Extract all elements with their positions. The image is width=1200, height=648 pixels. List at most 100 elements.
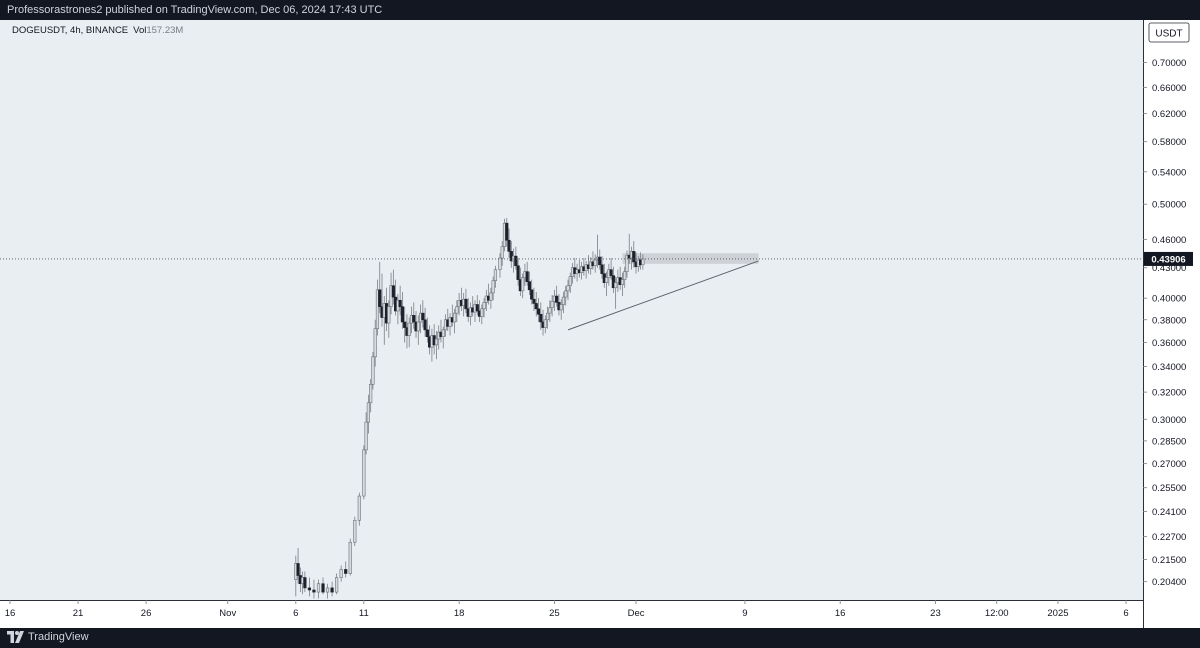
candle-body: [344, 569, 348, 574]
candle-body: [489, 292, 493, 301]
candle-body: [604, 277, 609, 283]
price-tick-label: 0.30000: [1152, 415, 1186, 426]
candle-body: [521, 277, 525, 292]
candle-body: [455, 306, 459, 314]
candle-body: [614, 282, 618, 289]
candle-body: [416, 321, 420, 332]
last-price-label: 0.43906: [1151, 254, 1185, 265]
candle-body: [400, 306, 405, 323]
candle-body: [568, 276, 572, 287]
price-tick-label: 0.20400: [1152, 577, 1186, 588]
price-tick-label: 0.36000: [1152, 338, 1186, 349]
price-tick-label: 0.43000: [1152, 263, 1186, 274]
price-axis-ticks: 0.70000 0.66000 0.62000 0.58000 0.54000 0.500…: [1143, 58, 1186, 588]
candle-body: [500, 246, 504, 259]
candle-body: [632, 251, 636, 263]
candle-body: [534, 303, 538, 310]
candle-body: [398, 299, 402, 307]
candle-body: [514, 255, 518, 267]
ascending-trendline: [567, 260, 759, 331]
price-tick-label: 0.40000: [1152, 294, 1186, 305]
candle-body: [407, 322, 411, 336]
candle-body: [307, 587, 312, 591]
candle-body: [364, 421, 368, 451]
candle-body: [625, 254, 629, 272]
price-tick-label: 0.22700: [1152, 532, 1186, 543]
candle-body: [348, 541, 352, 574]
candle-body: [303, 577, 307, 589]
time-tick-label: Dec: [628, 608, 645, 619]
time-tick-label: 9: [742, 608, 747, 619]
candle-body: [296, 563, 300, 576]
price-tick-label: 0.38000: [1152, 315, 1186, 326]
candle-body: [325, 587, 330, 593]
candle-body: [373, 328, 377, 358]
candle-body: [434, 338, 439, 346]
candle-body: [539, 313, 543, 323]
candle-body: [425, 329, 429, 338]
candle-body: [609, 269, 613, 276]
candle-body: [482, 302, 486, 310]
price-tick-label: 0.25500: [1152, 483, 1186, 494]
candles: [294, 217, 645, 599]
candle-body: [555, 295, 559, 303]
candle-body: [378, 289, 382, 307]
time-tick-label: 21: [73, 608, 84, 619]
price-tick-label: 0.46000: [1152, 235, 1186, 246]
candle-body: [441, 329, 445, 338]
currency-label: USDT: [1155, 29, 1182, 40]
price-chart[interactable]: DOGEUSDT, 4h, BINANCE Vol157.23M USDT 0.7…: [0, 20, 1200, 628]
candle-body: [330, 587, 334, 593]
candle-body: [339, 569, 343, 578]
candle-body: [403, 321, 407, 328]
candle-body: [530, 289, 534, 300]
price-tick-label: 0.66000: [1152, 83, 1186, 94]
time-tick-label: 23: [930, 608, 941, 619]
candle-body: [527, 281, 532, 291]
candle-body: [335, 577, 339, 593]
candle-body: [543, 319, 547, 328]
candle-body: [532, 298, 536, 304]
candle-body: [421, 312, 425, 321]
candle-body: [321, 583, 325, 593]
time-tick-label: Nov: [219, 608, 236, 619]
time-tick-label: 25: [549, 608, 560, 619]
candle-body: [611, 275, 615, 289]
candle-body: [620, 279, 625, 285]
price-tick-label: 0.58000: [1152, 137, 1186, 148]
time-tick-label: 2025: [1047, 608, 1068, 619]
candle-body: [505, 222, 509, 241]
time-tick-label: 6: [293, 608, 298, 619]
price-tick-label: 0.27000: [1152, 459, 1186, 470]
candle-body: [525, 271, 529, 282]
price-tick-label: 0.28500: [1152, 436, 1186, 447]
candle-body: [593, 259, 597, 267]
price-tick-label: 0.21500: [1152, 555, 1186, 566]
candle-body: [561, 296, 566, 305]
tradingview-brand-text: TradingView: [28, 631, 89, 643]
candle-body: [353, 520, 357, 543]
time-axis-background: [0, 600, 1143, 628]
candle-body: [623, 271, 627, 280]
currency-button[interactable]: [1148, 22, 1190, 43]
chart-area[interactable]: DOGEUSDT, 4h, BINANCE Vol157.23M USDT 0.7…: [0, 20, 1200, 628]
time-tick-label: 16: [5, 608, 16, 619]
tradingview-logo[interactable]: TradingView: [7, 631, 89, 643]
last-price-marker: 0.43906: [0, 251, 1193, 266]
candle-body: [536, 308, 541, 315]
time-tick-label: 16: [835, 608, 846, 619]
candle-body: [548, 307, 552, 314]
price-tick-label: 0.50000: [1152, 200, 1186, 211]
candle-body: [550, 301, 554, 309]
price-tick-label: 0.32000: [1152, 388, 1186, 399]
time-tick-label: 26: [141, 608, 152, 619]
candle-body: [559, 304, 563, 311]
candle-body: [566, 285, 570, 292]
candle-body: [564, 290, 568, 298]
candle-body: [366, 402, 370, 423]
candle-body: [545, 312, 550, 321]
candle-body: [362, 449, 366, 497]
candle-body: [464, 298, 468, 310]
candle-body: [598, 256, 602, 266]
candle-body: [641, 258, 645, 266]
